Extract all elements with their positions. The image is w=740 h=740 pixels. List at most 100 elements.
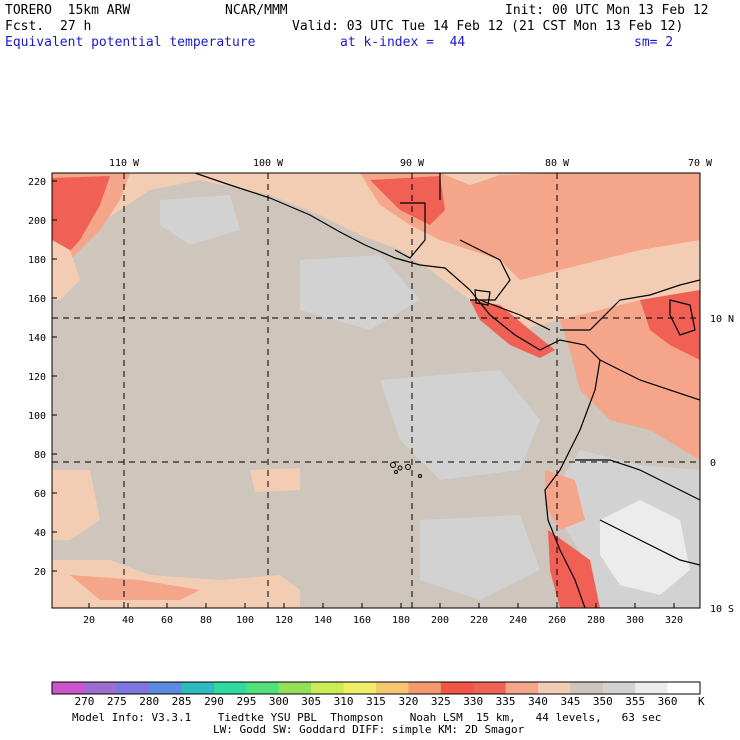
- colorbar-tick-label: 345: [560, 695, 580, 708]
- x-tick: 40: [122, 615, 134, 626]
- colorbar-tick-label: 310: [334, 695, 354, 708]
- x-tick: 300: [626, 615, 644, 626]
- colorbar-swatch: [538, 682, 571, 694]
- y-tick: 20: [34, 567, 46, 578]
- colorbar-tick-label: 315: [366, 695, 386, 708]
- colorbar-swatch: [84, 682, 118, 694]
- peru-border: [599, 519, 700, 566]
- y-tick: 40: [34, 528, 46, 539]
- footer-model-info: Model Info: V3.3.1 Tiedtke YSU PBL Thomp…: [72, 711, 662, 724]
- y-tick: 80: [34, 450, 46, 461]
- colorbar-swatch: [473, 682, 506, 694]
- x-tick: 20: [83, 615, 95, 626]
- lake-nicaragua: [474, 289, 491, 306]
- forecast-hour: 27 h: [60, 19, 92, 34]
- x-tick: 80: [200, 615, 212, 626]
- level-label: at k-index = 44: [340, 35, 466, 50]
- x-tick: 140: [314, 615, 332, 626]
- colorbar-tick-label: 295: [236, 695, 256, 708]
- colorbar-swatch: [278, 682, 312, 694]
- ocean-cool-patch-3: [160, 195, 240, 245]
- colorbar-swatch: [408, 682, 442, 694]
- ocean-cool-patch-4: [420, 515, 540, 600]
- lat-label: 10 S: [710, 604, 734, 615]
- smoothing-label: sm= 2: [634, 35, 674, 50]
- lake-maracaibo: [669, 299, 696, 336]
- y-tick: 140: [28, 333, 46, 344]
- colorbar-swatch: [181, 682, 215, 694]
- colombia-border: [599, 359, 700, 401]
- ecuador-warm: [545, 470, 585, 530]
- andes-cold: [600, 500, 690, 595]
- colorbar-swatch: [311, 682, 344, 694]
- colorbar-tick-label: 350: [593, 695, 613, 708]
- lon-label: 70 W: [688, 158, 713, 169]
- costa-rica-hot: [470, 300, 555, 358]
- map-frame: [51, 172, 701, 609]
- footer-physics-info: LW: Godd SW: Goddard DIFF: simple KM: 2D…: [213, 723, 525, 736]
- y-tick: 120: [28, 372, 46, 383]
- lon-label: 80 W: [545, 158, 570, 169]
- latlon-grid: [52, 173, 700, 608]
- colorbar-swatch: [602, 682, 636, 694]
- latitude-labels: 10 N 0 10 S: [710, 314, 734, 615]
- colorbar-tick-label: 360: [658, 695, 678, 708]
- y-tick-labels: 20 40 60 80 100 120 140 160 180 200 220: [28, 177, 46, 578]
- center-label: NCAR/MMM: [225, 3, 288, 18]
- coastlines: [194, 173, 700, 608]
- forecast-label: Fcst.: [5, 19, 45, 34]
- colorbar-swatch: [246, 682, 280, 694]
- y-tick: 220: [28, 177, 46, 188]
- colorbar-swatch: [376, 682, 409, 694]
- colorbar-swatch: [149, 682, 182, 694]
- init-time: Init: 00 UTC Mon 13 Feb 12: [505, 3, 709, 18]
- colorbar-tick-label: 290: [204, 695, 224, 708]
- colorbar-swatch: [343, 682, 377, 694]
- colorbar-tick-label: 330: [463, 695, 483, 708]
- ocean-cool-patch-1: [380, 370, 540, 480]
- x-tick: 260: [548, 615, 566, 626]
- field-name: Equivalent potential temperature: [5, 35, 256, 50]
- x-tick: 120: [275, 615, 293, 626]
- x-tick: 280: [587, 615, 605, 626]
- theta-e-field: [52, 173, 700, 608]
- west-edge-warm: [52, 240, 80, 300]
- x-tick: 60: [161, 615, 173, 626]
- mexico-coast: [180, 173, 370, 210]
- y-tick: 160: [28, 294, 46, 305]
- axis-ticks: [52, 180, 675, 608]
- southern-warm-patch: [70, 575, 200, 600]
- lon-label: 90 W: [400, 158, 425, 169]
- colorbar-tick-label: 335: [496, 695, 516, 708]
- colorbar-swatch: [635, 682, 668, 694]
- x-tick: 220: [470, 615, 488, 626]
- colorbar-tick-label: 340: [528, 695, 548, 708]
- lat-label: 10 N: [710, 314, 734, 325]
- western-warm-patch: [52, 470, 100, 540]
- longitude-labels: 110 W 100 W 90 W 80 W 70 W: [109, 158, 713, 169]
- colorbar-tick-label: 280: [139, 695, 159, 708]
- lon-label: 100 W: [253, 158, 284, 169]
- colorbar-labels: 270 275 280 285 290 295 300 305 310 315 320 325 330 3…: [74, 695, 677, 708]
- x-tick: 200: [431, 615, 449, 626]
- nicaragua-border: [479, 299, 551, 331]
- y-tick: 180: [28, 255, 46, 266]
- colorbar-tick-label: 270: [74, 695, 94, 708]
- y-tick: 200: [28, 216, 46, 227]
- ocean-cool-patch-2: [300, 255, 420, 330]
- colorbar-tick-label: 320: [398, 695, 418, 708]
- colorbar-tick-label: 285: [172, 695, 192, 708]
- honduras-border: [459, 239, 511, 301]
- pacific-coastline: [194, 173, 601, 608]
- colorbar: [51, 681, 701, 695]
- lon-label: 110 W: [109, 158, 140, 169]
- colombia-hot: [640, 290, 700, 360]
- colorbar-tick-label: 300: [269, 695, 289, 708]
- colorbar-swatch: [52, 682, 85, 694]
- nw-hot-patch: [52, 176, 110, 266]
- colorbar-swatch: [116, 682, 150, 694]
- guatemala-border: [394, 202, 426, 259]
- x-tick: 240: [509, 615, 527, 626]
- x-tick: 100: [236, 615, 254, 626]
